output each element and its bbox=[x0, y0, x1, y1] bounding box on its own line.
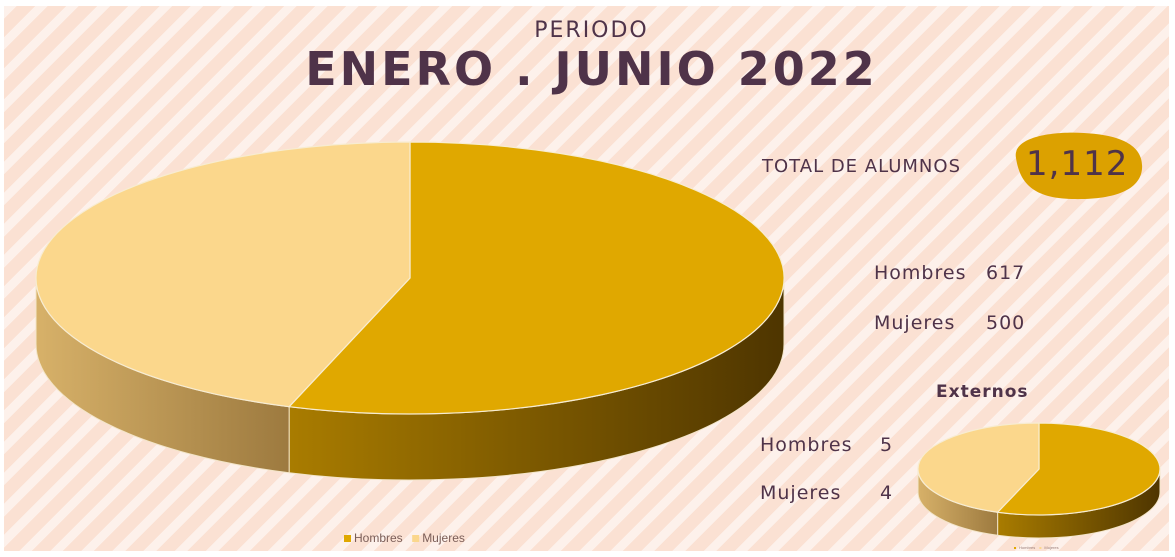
main-legend: Hombres Mujeres bbox=[344, 531, 465, 545]
legend-label-mujeres: Mujeres bbox=[1044, 545, 1058, 550]
legend-swatch-hombres bbox=[1014, 547, 1016, 549]
mujeres-value: 500 bbox=[986, 312, 1026, 334]
charts-canvas: Hombres Mujeres Hombres Mujeres bbox=[35, 132, 1161, 550]
infographic-frame: Hombres Mujeres Hombres Mujeres PERIODO EN… bbox=[4, 6, 1169, 551]
hombres-label: Hombres bbox=[874, 262, 967, 284]
total-label: TOTAL DE ALUMNOS bbox=[762, 156, 961, 177]
hombres-value: 617 bbox=[986, 262, 1026, 284]
legend-label-hombres: Hombres bbox=[354, 531, 403, 545]
pie-slice-hombres bbox=[287, 141, 785, 415]
pie-slice-hombres bbox=[996, 422, 1161, 516]
externos-mujeres-value: 4 bbox=[880, 482, 894, 504]
legend-swatch-mujeres bbox=[412, 535, 420, 542]
legend-label-mujeres: Mujeres bbox=[422, 531, 465, 545]
externos-hombres-value: 5 bbox=[880, 434, 894, 456]
mujeres-label: Mujeres bbox=[874, 312, 956, 334]
period-label: PERIODO bbox=[534, 18, 649, 43]
pie-slice-mujeres bbox=[35, 141, 411, 408]
externos-mujeres-label: Mujeres bbox=[760, 482, 842, 504]
pie-slice-mujeres bbox=[917, 422, 1040, 513]
legend-label-hombres: Hombres bbox=[1019, 545, 1035, 550]
page-title: ENERO . JUNIO 2022 bbox=[305, 42, 878, 96]
externos-title: Externos bbox=[936, 382, 1029, 402]
legend-swatch-mujeres bbox=[1039, 547, 1042, 549]
externos-pie-chart bbox=[917, 422, 1161, 539]
main-pie-chart bbox=[35, 141, 785, 481]
externos-legend: Hombres Mujeres bbox=[1014, 545, 1059, 550]
total-value: 1,112 bbox=[1026, 144, 1129, 184]
legend-swatch-hombres bbox=[344, 535, 351, 542]
externos-hombres-label: Hombres bbox=[760, 434, 853, 456]
total-badge-shape bbox=[1015, 132, 1143, 200]
